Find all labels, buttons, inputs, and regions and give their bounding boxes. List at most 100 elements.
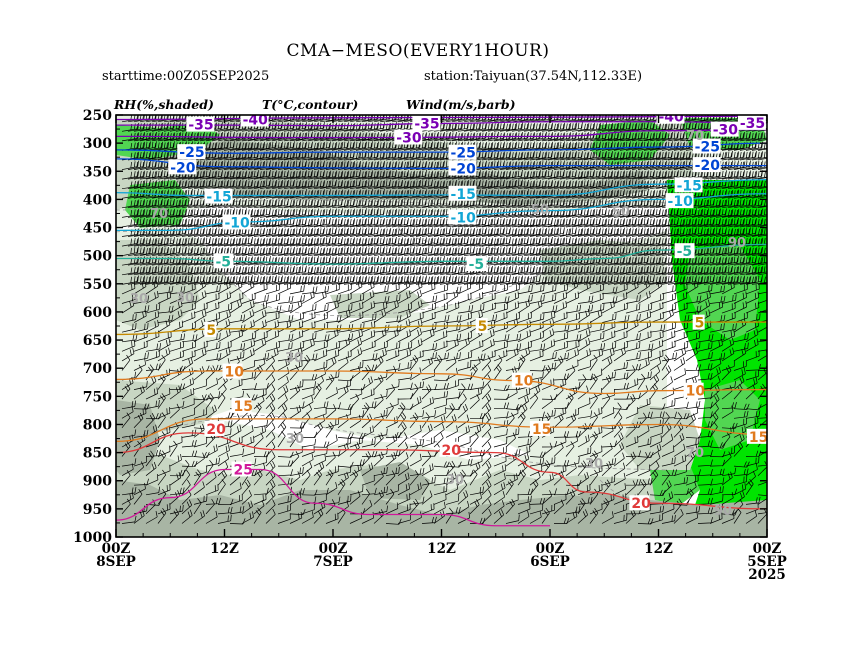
wind-barb bbox=[373, 428, 388, 438]
wind-barb bbox=[457, 275, 476, 285]
wind-barb bbox=[127, 256, 145, 266]
wind-barb bbox=[379, 141, 398, 151]
wind-barb bbox=[637, 371, 652, 381]
wind-barb bbox=[697, 275, 715, 285]
wind-barb bbox=[559, 266, 578, 276]
wind-barb bbox=[637, 385, 649, 400]
wind-barb bbox=[577, 122, 596, 132]
wind-barb bbox=[277, 237, 296, 247]
temp-label-bg bbox=[412, 115, 441, 131]
wind-barb bbox=[727, 275, 746, 285]
wind-barb bbox=[661, 330, 676, 343]
wind-barb bbox=[337, 495, 352, 505]
wind-barb bbox=[283, 247, 302, 257]
wind-barb bbox=[733, 347, 747, 362]
wind-barb bbox=[637, 265, 655, 276]
wind-barb bbox=[613, 122, 632, 132]
wind-barb bbox=[619, 161, 638, 170]
wind-barb bbox=[157, 426, 171, 438]
wind-barb bbox=[283, 237, 302, 247]
wind-barb bbox=[661, 228, 680, 237]
wind-barb bbox=[133, 280, 147, 295]
wind-barb bbox=[433, 132, 451, 142]
rh-label-90-b: 90 bbox=[714, 504, 732, 519]
wind-barb bbox=[199, 247, 218, 257]
wind-barb bbox=[121, 170, 140, 180]
wind-barb bbox=[589, 503, 603, 515]
wind-barb bbox=[235, 247, 254, 257]
wind-barb bbox=[277, 376, 289, 390]
wind-barb bbox=[241, 275, 259, 285]
wind-barb bbox=[751, 218, 767, 228]
wind-barb bbox=[241, 132, 260, 142]
wind-barb bbox=[433, 354, 443, 371]
wind-barb bbox=[403, 275, 422, 285]
wind-barb bbox=[193, 161, 212, 170]
wind-barb bbox=[175, 189, 193, 199]
wind-barb bbox=[265, 311, 280, 323]
wind-barb bbox=[265, 412, 276, 429]
wind-barb bbox=[589, 292, 604, 304]
wind-barb bbox=[265, 266, 284, 276]
wind-barb bbox=[361, 170, 380, 180]
wind-barb bbox=[349, 469, 359, 486]
wind-barb bbox=[319, 247, 338, 257]
wind-barb bbox=[541, 395, 553, 409]
wind-barb bbox=[607, 266, 626, 276]
wind-barb bbox=[565, 280, 579, 295]
wind-barb bbox=[169, 218, 188, 228]
wind-barb bbox=[745, 179, 763, 190]
rh-green-right-inner-2 bbox=[705, 380, 760, 450]
wind-barb bbox=[145, 141, 164, 151]
wind-barb bbox=[133, 266, 152, 276]
wind-barb bbox=[283, 141, 302, 151]
wind-barb bbox=[523, 151, 541, 161]
wind-barb bbox=[517, 294, 533, 304]
wind-barb bbox=[253, 331, 268, 343]
wind-barb bbox=[301, 189, 320, 199]
wind-barb bbox=[247, 189, 266, 199]
wind-barb bbox=[187, 266, 206, 276]
wind-barb bbox=[367, 228, 386, 237]
wind-barb bbox=[589, 407, 603, 419]
wind-barb bbox=[625, 281, 639, 295]
wind-barb bbox=[421, 170, 440, 180]
wind-barb bbox=[757, 135, 767, 142]
wind-barb bbox=[751, 209, 767, 218]
wind-barb bbox=[313, 217, 331, 228]
wind-barb bbox=[379, 266, 398, 276]
wind-barb bbox=[457, 500, 470, 515]
wind-barb bbox=[499, 115, 517, 123]
wind-barb bbox=[589, 160, 607, 170]
wind-barb bbox=[685, 341, 701, 352]
wind-barb bbox=[193, 498, 202, 515]
temp-label--40: -40 bbox=[659, 110, 685, 126]
wind-barb bbox=[217, 452, 230, 467]
wind-barb bbox=[253, 151, 271, 161]
wind-barb bbox=[325, 189, 344, 199]
wind-barb bbox=[499, 141, 518, 151]
wind-barb bbox=[697, 169, 715, 180]
wind-barb bbox=[259, 265, 277, 276]
wind-barb bbox=[313, 189, 331, 199]
wind-barb bbox=[733, 367, 746, 381]
wind-barb bbox=[685, 190, 704, 199]
temp-label-5: 5 bbox=[478, 319, 488, 335]
wind-barb bbox=[517, 445, 531, 457]
wind-barb bbox=[247, 161, 266, 170]
temp-label-bg bbox=[204, 420, 225, 436]
wind-barb bbox=[625, 378, 639, 390]
wind-barb bbox=[481, 393, 492, 409]
wind-barb bbox=[325, 370, 340, 381]
wind-barb bbox=[499, 123, 518, 132]
wind-barb bbox=[625, 480, 636, 496]
wind-barb bbox=[301, 503, 315, 515]
wind-legend-label: Wind(m/s,barb) bbox=[406, 97, 516, 112]
wind-barb bbox=[673, 291, 688, 304]
wind-barb bbox=[637, 464, 651, 477]
wind-barb bbox=[457, 372, 473, 381]
wind-barb bbox=[577, 360, 591, 371]
wind-barb bbox=[715, 218, 734, 228]
wind-barb bbox=[685, 369, 699, 381]
wind-barb bbox=[433, 180, 452, 190]
